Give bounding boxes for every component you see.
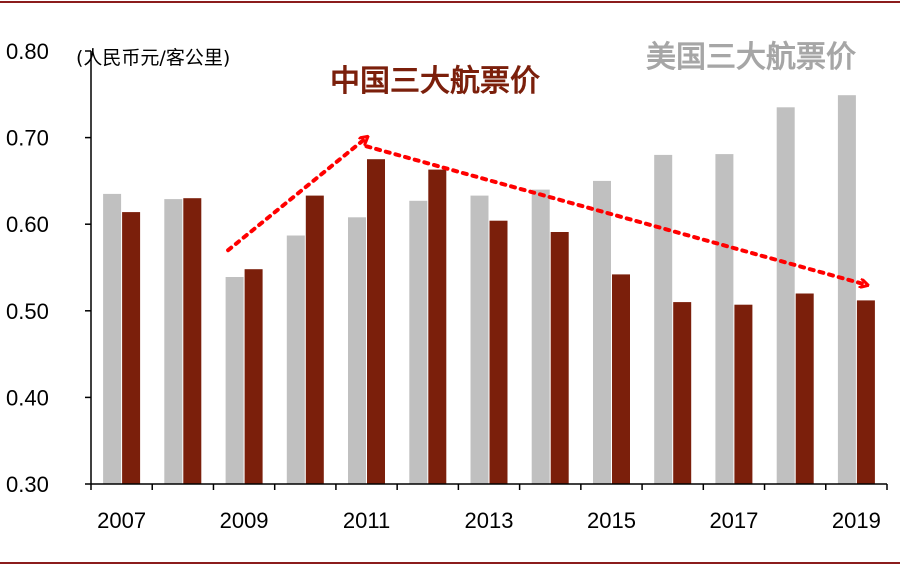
bar-usa-2018 xyxy=(776,107,795,485)
bar-china-2013 xyxy=(489,220,508,484)
x-tick-label: 2011 xyxy=(343,508,390,533)
trend-arrows xyxy=(226,138,867,285)
bar-usa-2012 xyxy=(409,200,428,485)
bar-china-2015 xyxy=(612,274,630,484)
series-china xyxy=(122,159,875,484)
bar-china-2012 xyxy=(428,169,447,484)
bar-china-2016 xyxy=(673,302,692,484)
bar-usa-2008 xyxy=(164,199,183,484)
x-tick-label: 2009 xyxy=(220,508,269,533)
y-tick-label: 0.40 xyxy=(6,385,49,410)
bar-usa-2007 xyxy=(103,193,122,484)
x-tick-label: 2013 xyxy=(465,508,514,533)
x-axis-ticks: 2007 2009 2011 2013 2015 2017 2019 xyxy=(90,484,888,533)
bar-china-2010 xyxy=(305,195,324,484)
bar-china-2008 xyxy=(183,198,202,484)
trend-arrow-2 xyxy=(364,144,867,284)
y-axis-ticks: 0.80 0.70 0.60 0.50 0.40 0.30 xyxy=(6,39,91,497)
bar-usa-2019 xyxy=(837,95,856,484)
trend-arrow-1 xyxy=(226,138,366,253)
bar-usa-2014 xyxy=(531,189,550,484)
unit-label: (人民币元/客公里) xyxy=(76,47,230,69)
series-usa xyxy=(103,95,856,485)
bar-usa-2010 xyxy=(286,235,305,484)
x-tick-label: 2015 xyxy=(587,508,636,533)
top-border xyxy=(0,1,900,3)
legend-china: 中国三大航票价 xyxy=(330,64,540,99)
legend-usa: 美国三大航票价 xyxy=(646,40,856,75)
bar-china-2007 xyxy=(122,212,141,484)
x-tick-label: 2007 xyxy=(97,508,146,533)
bar-usa-2011 xyxy=(348,217,366,485)
y-tick-label: 0.30 xyxy=(6,472,49,497)
bar-china-2019 xyxy=(856,300,875,484)
bar-china-2018 xyxy=(795,293,814,484)
bar-usa-2016 xyxy=(654,154,673,484)
y-tick-label: 0.50 xyxy=(6,299,49,324)
y-tick-label: 0.80 xyxy=(6,39,49,64)
bar-usa-2009 xyxy=(225,277,244,484)
bar-china-2017 xyxy=(734,304,753,484)
bar-usa-2013 xyxy=(470,195,489,484)
x-tick-label: 2017 xyxy=(709,508,758,533)
y-tick-label: 0.70 xyxy=(6,126,49,151)
bar-usa-2015 xyxy=(593,180,611,484)
bar-china-2014 xyxy=(550,232,569,484)
bottom-border xyxy=(0,562,900,564)
bar-china-2009 xyxy=(244,269,263,484)
y-tick-label: 0.60 xyxy=(6,212,49,237)
bar-usa-2017 xyxy=(715,154,734,484)
x-tick-label: 2019 xyxy=(832,508,881,533)
bar-china-2011 xyxy=(367,159,385,484)
